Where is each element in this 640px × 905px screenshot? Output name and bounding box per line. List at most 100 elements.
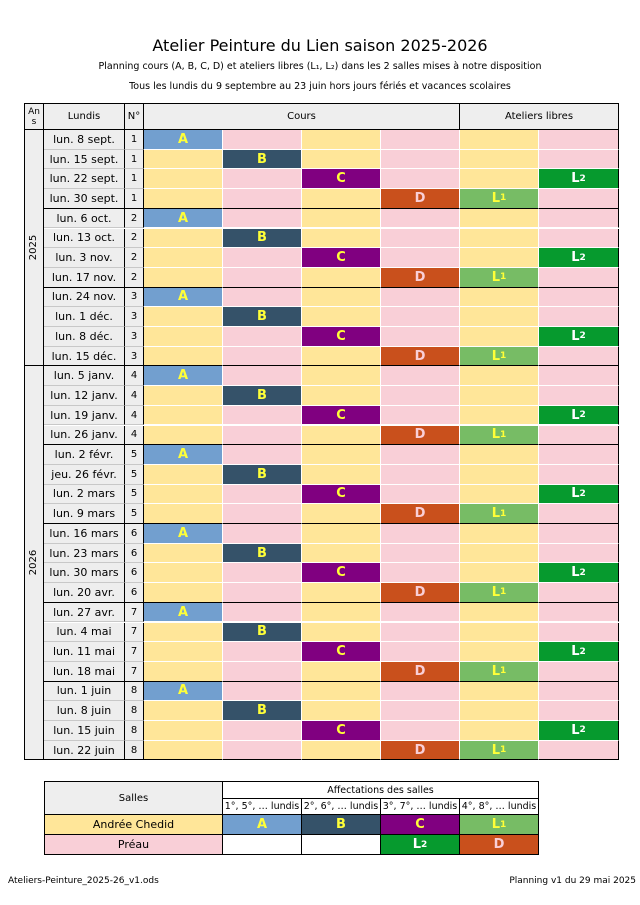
schedule-cell — [144, 267, 223, 288]
session-letter: B — [257, 624, 267, 640]
schedule-cell — [302, 208, 381, 229]
session-letter: C — [336, 722, 346, 738]
session-subscript: 2 — [579, 252, 586, 263]
schedule-cell — [460, 327, 539, 347]
row-number: 2 — [125, 267, 144, 288]
schedule-cell — [223, 602, 302, 623]
schedule-cell — [381, 208, 460, 229]
session-letter: A — [177, 525, 189, 541]
schedule-cell — [144, 425, 223, 446]
schedule-cell — [539, 208, 619, 229]
schedule-cell — [144, 583, 223, 603]
schedule-cell — [539, 504, 619, 524]
schedule-cell — [144, 149, 223, 170]
session-letter: D — [414, 348, 426, 364]
row-date: lun. 15 sept. — [44, 149, 125, 170]
course-d: D — [381, 661, 460, 682]
row-number: 5 — [125, 464, 144, 485]
session-letter: D — [414, 742, 426, 758]
schedule-cell — [460, 445, 539, 465]
row-date: lun. 22 sept. — [44, 169, 125, 190]
schedule-cell — [381, 248, 460, 268]
schedule-cell — [539, 661, 619, 682]
legend-room-name: Préau — [44, 835, 223, 855]
year-label: 2026 — [28, 550, 40, 576]
schedule-cell — [460, 169, 539, 190]
course-a: A — [144, 130, 223, 150]
course-b: B — [223, 464, 302, 485]
row-date: lun. 23 mars — [44, 543, 125, 564]
course-a: A — [144, 445, 223, 465]
session-letter: L — [491, 742, 501, 758]
schedule-cell — [223, 583, 302, 603]
schedule-cell — [460, 208, 539, 229]
schedule-cell — [460, 248, 539, 268]
session-letter: B — [257, 466, 267, 482]
session-letter: C — [336, 565, 346, 581]
schedule-cell — [460, 524, 539, 544]
schedule-cell — [144, 740, 223, 761]
session-letter: A — [177, 289, 189, 305]
session-letter: A — [177, 368, 189, 384]
session-letter: A — [177, 210, 189, 226]
schedule-cell — [381, 366, 460, 387]
schedule-cell — [223, 267, 302, 288]
schedule-cell — [460, 622, 539, 643]
row-number: 6 — [125, 543, 144, 564]
row-date: lun. 5 janv. — [44, 366, 125, 387]
session-letter: L — [571, 486, 580, 502]
row-date: lun. 13 oct. — [44, 228, 125, 249]
session-letter: B — [257, 309, 267, 325]
schedule-cell — [460, 149, 539, 170]
schedule-cell — [144, 327, 223, 347]
schedule-cell — [381, 130, 460, 150]
row-date: lun. 20 avr. — [44, 583, 125, 603]
schedule-cell — [144, 386, 223, 406]
row-date: lun. 19 janv. — [44, 405, 125, 426]
session-letter: L — [491, 348, 501, 364]
row-number: 8 — [125, 721, 144, 741]
schedule-cell — [381, 149, 460, 170]
schedule-cell — [381, 563, 460, 584]
schedule-cell — [460, 307, 539, 327]
schedule-cell — [144, 248, 223, 268]
session-subscript: 2 — [579, 646, 586, 657]
session-letter: B — [257, 703, 267, 719]
schedule-cell — [302, 583, 381, 603]
schedule-cell — [302, 346, 381, 367]
schedule-cell — [223, 524, 302, 544]
schedule-cell — [302, 701, 381, 721]
schedule-cell — [302, 543, 381, 564]
schedule-cell — [460, 602, 539, 623]
row-number: 2 — [125, 208, 144, 229]
schedule-cell — [460, 681, 539, 702]
session-subscript: 1 — [500, 745, 507, 756]
schedule-cell — [223, 661, 302, 682]
schedule-cell — [302, 661, 381, 682]
session-letter: A — [177, 604, 189, 620]
session-subscript: 2 — [579, 488, 586, 499]
schedule-cell — [144, 464, 223, 485]
row-number: 8 — [125, 740, 144, 761]
schedule-cell — [539, 681, 619, 702]
row-number: 2 — [125, 228, 144, 249]
schedule-cell — [302, 189, 381, 209]
schedule-cell — [539, 130, 619, 150]
session-letter: L — [571, 171, 580, 187]
row-number: 7 — [125, 661, 144, 682]
schedule-cell — [144, 563, 223, 584]
row-number: 3 — [125, 327, 144, 347]
schedule-cell — [381, 445, 460, 465]
session-letter: A — [177, 683, 189, 699]
row-number: 6 — [125, 563, 144, 584]
legend-assignment-cell: A — [223, 815, 302, 835]
course-a: A — [144, 208, 223, 229]
schedule-cell — [302, 524, 381, 544]
